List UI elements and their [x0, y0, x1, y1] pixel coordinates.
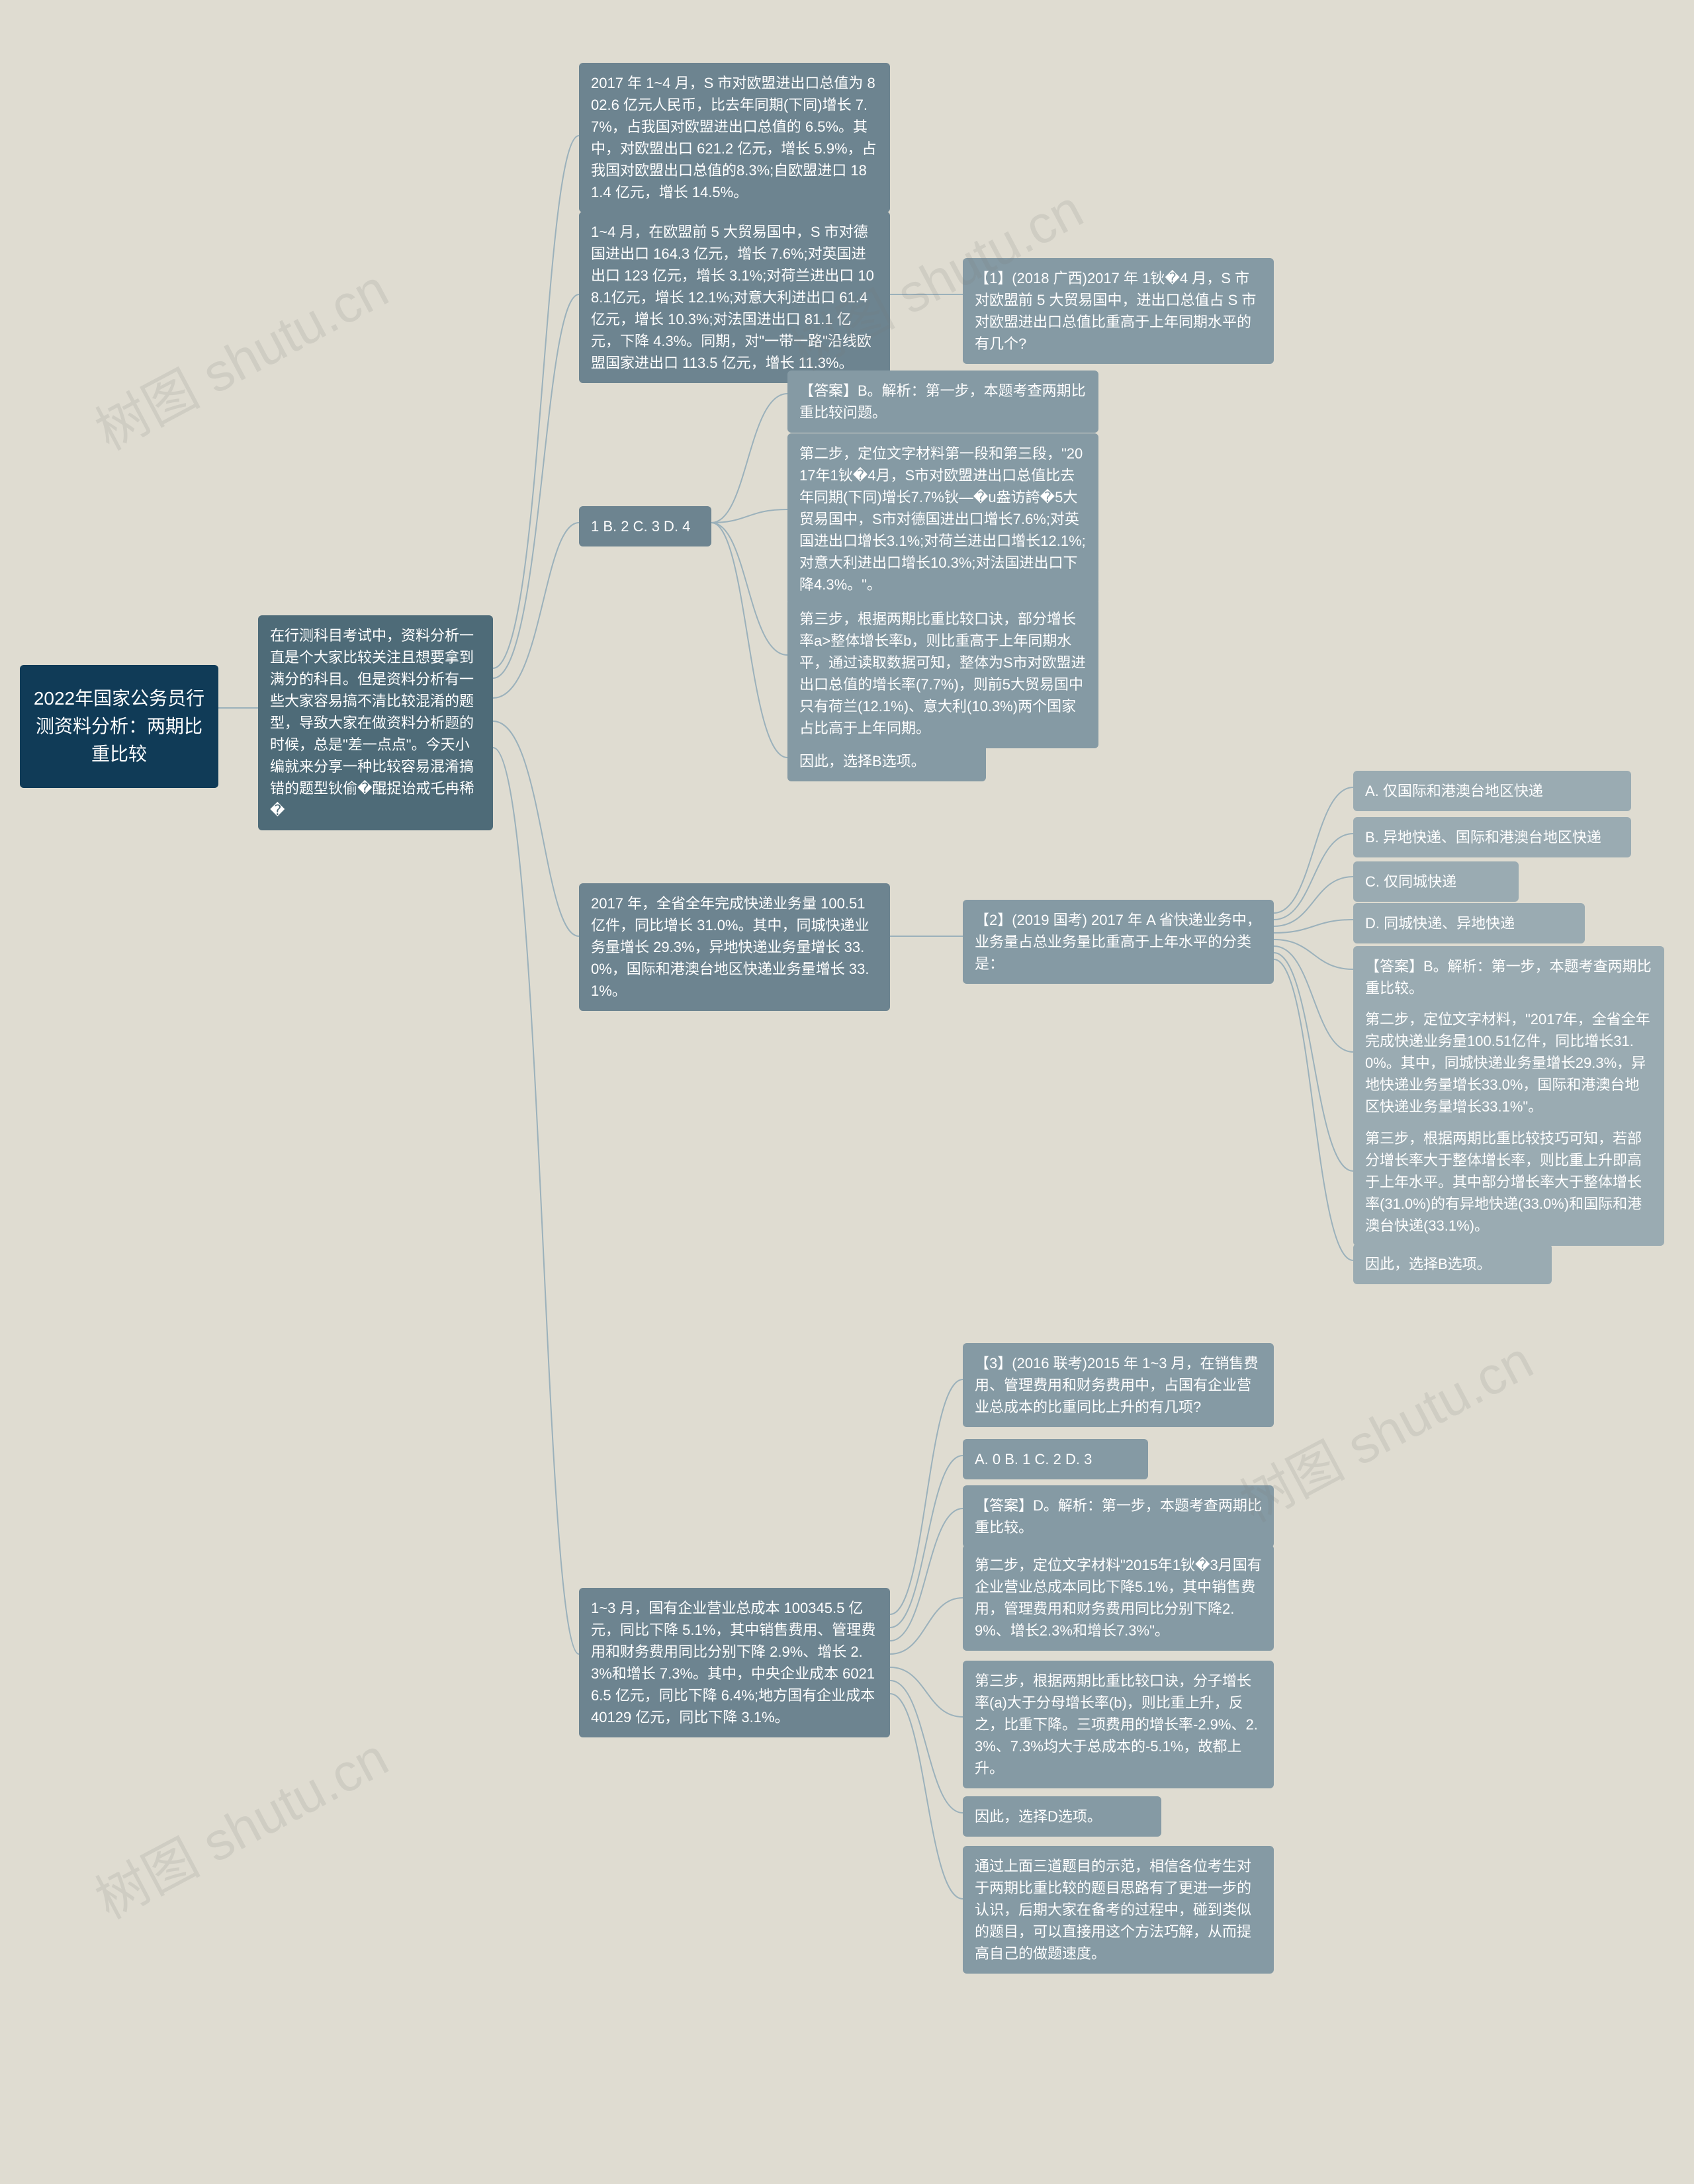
- branch-b3-c3: 因此，选择B选项。: [787, 741, 986, 781]
- branch-b3-c0: 【答案】B。解析：第一步，本题考查两期比重比较问题。: [787, 371, 1098, 433]
- branch-b3-c2: 第三步，根据两期比重比较口诀，部分增长率a>整体增长率b，则比重高于上年同期水平…: [787, 599, 1098, 748]
- branch-b4: 2017 年，全省全年完成快递业务量 100.51 亿件，同比增长 31.0%。…: [579, 883, 890, 1011]
- branch-b2-child: 【1】(2018 广西)2017 年 1钬�4 月，S 市对欧盟前 5 大贸易国…: [963, 258, 1274, 364]
- branch-b4-opt-f: 第二步，定位文字材料，"2017年，全省全年完成快递业务量100.51亿件，同比…: [1353, 999, 1664, 1127]
- branch-b4-opt-h: 因此，选择B选项。: [1353, 1244, 1552, 1284]
- branch-b5-c6: 通过上面三道题目的示范，相信各位考生对于两期比重比较的题目思路有了更进一步的认识…: [963, 1846, 1274, 1974]
- branch-b4-opt-c: C. 仅同城快递: [1353, 861, 1519, 902]
- branch-b2: 1~4 月，在欧盟前 5 大贸易国中，S 市对德国进出口 164.3 亿元，增长…: [579, 212, 890, 383]
- watermark: 树图 shutu.cn: [80, 247, 399, 465]
- branch-b5-c5: 因此，选择D选项。: [963, 1796, 1161, 1837]
- branch-b5-c0: 【3】(2016 联考)2015 年 1~3 月，在销售费用、管理费用和财务费用…: [963, 1343, 1274, 1427]
- branch-b4-opt-g: 第三步，根据两期比重比较技巧可知，若部分增长率大于整体增长率，则比重上升即高于上…: [1353, 1118, 1664, 1246]
- branch-b4-opt-d: D. 同城快递、异地快递: [1353, 903, 1585, 943]
- branch-b5: 1~3 月，国有企业营业总成本 100345.5 亿元，同比下降 5.1%，其中…: [579, 1588, 890, 1737]
- branch-b5-c1: A. 0 B. 1 C. 2 D. 3: [963, 1439, 1148, 1479]
- branch-b3: 1 B. 2 C. 3 D. 4: [579, 506, 711, 546]
- watermark: 树图 shutu.cn: [80, 1716, 399, 1934]
- branch-b4-child: 【2】(2019 国考) 2017 年 A 省快递业务中，业务量占总业务量比重高…: [963, 900, 1274, 984]
- branch-b5-c2: 【答案】D。解析：第一步，本题考查两期比重比较。: [963, 1485, 1274, 1548]
- root-node: 2022年国家公务员行测资料分析：两期比重比较: [20, 665, 218, 788]
- branch-b1: 2017 年 1~4 月，S 市对欧盟进出口总值为 802.6 亿元人民币，比去…: [579, 63, 890, 212]
- level1-node: 在行测科目考试中，资料分析一直是个大家比较关注且想要拿到满分的科目。但是资料分析…: [258, 615, 493, 830]
- branch-b3-c1: 第二步，定位文字材料第一段和第三段，"2017年1钬�4月，S市对欧盟进出口总值…: [787, 433, 1098, 605]
- branch-b5-c3: 第二步，定位文字材料"2015年1钬�3月国有企业营业总成本同比下降5.1%，其…: [963, 1545, 1274, 1651]
- branch-b5-c4: 第三步，根据两期比重比较口诀，分子增长率(a)大于分母增长率(b)，则比重上升，…: [963, 1661, 1274, 1788]
- branch-b4-opt-b: B. 异地快递、国际和港澳台地区快递: [1353, 817, 1631, 857]
- branch-b4-opt-a: A. 仅国际和港澳台地区快递: [1353, 771, 1631, 811]
